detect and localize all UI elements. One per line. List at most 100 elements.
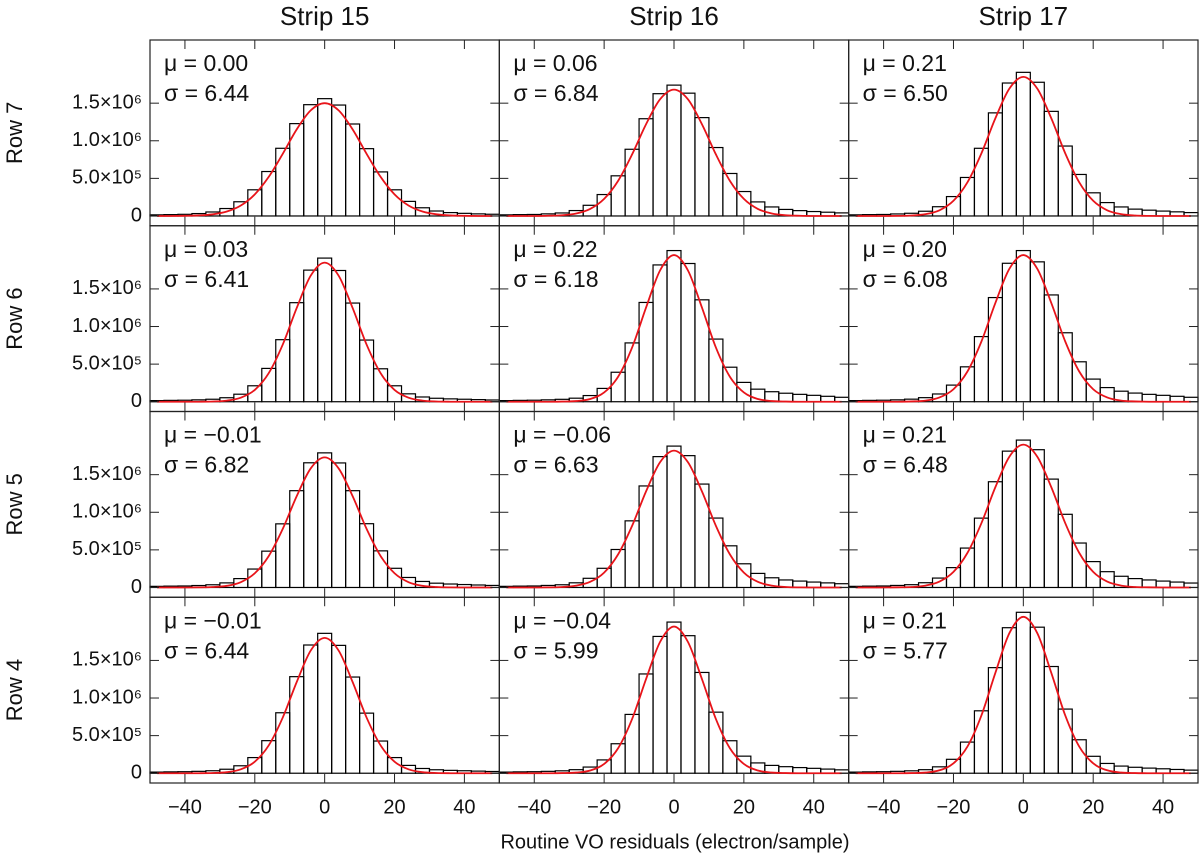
histogram-bar bbox=[666, 621, 682, 774]
fit-curve bbox=[156, 261, 493, 403]
histogram-bar bbox=[624, 520, 640, 589]
histogram-bar bbox=[652, 264, 668, 403]
x-tick-label: −40 bbox=[867, 796, 901, 818]
histogram-bar bbox=[345, 302, 361, 403]
histogram-bar bbox=[722, 740, 738, 774]
y-tick-label: 5.0×10⁵ bbox=[72, 538, 142, 560]
annotation: μ = 0.06 bbox=[513, 50, 597, 76]
histogram-bar bbox=[806, 394, 822, 403]
histogram-bar bbox=[317, 257, 333, 403]
histogram-bar bbox=[987, 296, 1003, 403]
histogram-bar bbox=[1043, 294, 1059, 403]
y-tick-label: 1.0×10⁶ bbox=[72, 686, 142, 708]
histogram-bar bbox=[652, 93, 668, 217]
histogram-bar bbox=[1015, 71, 1031, 217]
histogram-bar bbox=[750, 572, 766, 589]
x-tick-label: −20 bbox=[587, 796, 621, 818]
annotation: σ = 6.48 bbox=[863, 452, 948, 478]
histogram-bar bbox=[1043, 665, 1059, 774]
fit-curve bbox=[156, 456, 493, 589]
histogram-bar bbox=[652, 456, 668, 589]
annotation: σ = 6.41 bbox=[164, 266, 249, 292]
y-tick-label: 1.0×10⁶ bbox=[72, 501, 142, 523]
fit-curve bbox=[506, 625, 842, 775]
x-tick-label: −20 bbox=[936, 796, 970, 818]
fit-curve bbox=[855, 75, 1192, 217]
histogram-bar bbox=[1015, 611, 1031, 774]
histogram-bar bbox=[331, 104, 347, 217]
y-tick-label: 0 bbox=[131, 204, 142, 226]
column-title: Strip 15 bbox=[280, 1, 370, 31]
histogram-bar bbox=[247, 568, 263, 589]
annotation: μ = 0.21 bbox=[863, 50, 947, 76]
histogram-bar bbox=[331, 644, 347, 774]
histogram-bar bbox=[1015, 439, 1031, 589]
histogram-bar bbox=[303, 644, 319, 774]
histogram-bar bbox=[1071, 542, 1087, 589]
histogram-bar bbox=[1001, 627, 1017, 774]
histogram-bar bbox=[317, 452, 333, 589]
histogram-bar bbox=[275, 147, 291, 217]
histogram-bar bbox=[973, 517, 990, 589]
x-tick-label: 0 bbox=[1018, 796, 1029, 818]
y-tick-label: 1.0×10⁶ bbox=[72, 315, 142, 337]
annotation: μ = −0.04 bbox=[513, 607, 611, 633]
histogram-bar bbox=[1043, 478, 1059, 589]
histogram-bar bbox=[1001, 262, 1017, 403]
x-tick-label: −40 bbox=[168, 796, 202, 818]
x-tick-label: 20 bbox=[383, 796, 405, 818]
y-tick-label: 1.5×10⁶ bbox=[72, 91, 142, 113]
x-axis-label: Routine VO residuals (electron/sample) bbox=[500, 831, 849, 853]
histogram-bar bbox=[303, 269, 319, 403]
histogram-bar bbox=[694, 483, 710, 589]
annotation: σ = 6.63 bbox=[513, 452, 598, 478]
row-label: Row 5 bbox=[2, 473, 27, 535]
annotation: σ = 6.18 bbox=[513, 266, 598, 292]
histogram-bar bbox=[945, 195, 962, 217]
histogram-bar bbox=[666, 84, 682, 217]
x-tick-label: 40 bbox=[1152, 796, 1174, 818]
annotation: μ = 0.03 bbox=[164, 236, 248, 262]
annotation: σ = 6.50 bbox=[863, 80, 948, 106]
histogram-bar bbox=[1029, 261, 1045, 403]
x-tick-label: −40 bbox=[517, 796, 551, 818]
histogram-bar bbox=[303, 462, 319, 589]
histogram-bar bbox=[666, 249, 682, 403]
histogram-bar bbox=[1015, 249, 1031, 403]
x-tick-label: −20 bbox=[238, 796, 272, 818]
annotation: σ = 6.44 bbox=[164, 80, 249, 106]
histogram-bar bbox=[289, 676, 305, 774]
histogram-bar bbox=[722, 545, 738, 589]
fit-curve bbox=[156, 102, 493, 217]
histogram-bar bbox=[680, 455, 696, 589]
histogram-bar bbox=[1071, 361, 1087, 403]
histogram-bar bbox=[973, 147, 990, 217]
histogram-bar bbox=[1043, 110, 1059, 217]
histogram-bar bbox=[1057, 708, 1073, 774]
histogram-bar bbox=[1001, 450, 1017, 589]
annotation: μ = 0.21 bbox=[863, 422, 947, 448]
fit-curve bbox=[506, 254, 842, 403]
histogram-bar bbox=[317, 98, 333, 217]
row-label: Row 6 bbox=[2, 287, 27, 349]
histogram-bar bbox=[1071, 739, 1087, 774]
histogram-bar bbox=[317, 632, 333, 774]
annotation: μ = 0.20 bbox=[863, 236, 947, 262]
annotation: σ = 6.44 bbox=[164, 637, 249, 663]
fit-curve bbox=[506, 88, 842, 217]
x-tick-label: 20 bbox=[733, 796, 755, 818]
histogram-bar bbox=[1029, 81, 1045, 217]
histogram-bar bbox=[680, 635, 696, 774]
histogram-bar bbox=[973, 710, 990, 774]
histogram-bar bbox=[680, 92, 696, 217]
histogram-bar bbox=[1155, 580, 1171, 589]
fit-curve bbox=[506, 449, 842, 589]
histogram-bar bbox=[275, 712, 291, 774]
y-tick-label: 1.5×10⁶ bbox=[72, 277, 142, 299]
histogram-bar bbox=[1029, 449, 1045, 589]
histogram-bar bbox=[792, 393, 808, 403]
x-tick-label: 0 bbox=[319, 796, 330, 818]
annotation: σ = 5.77 bbox=[863, 637, 948, 663]
y-tick-label: 5.0×10⁵ bbox=[72, 724, 142, 746]
